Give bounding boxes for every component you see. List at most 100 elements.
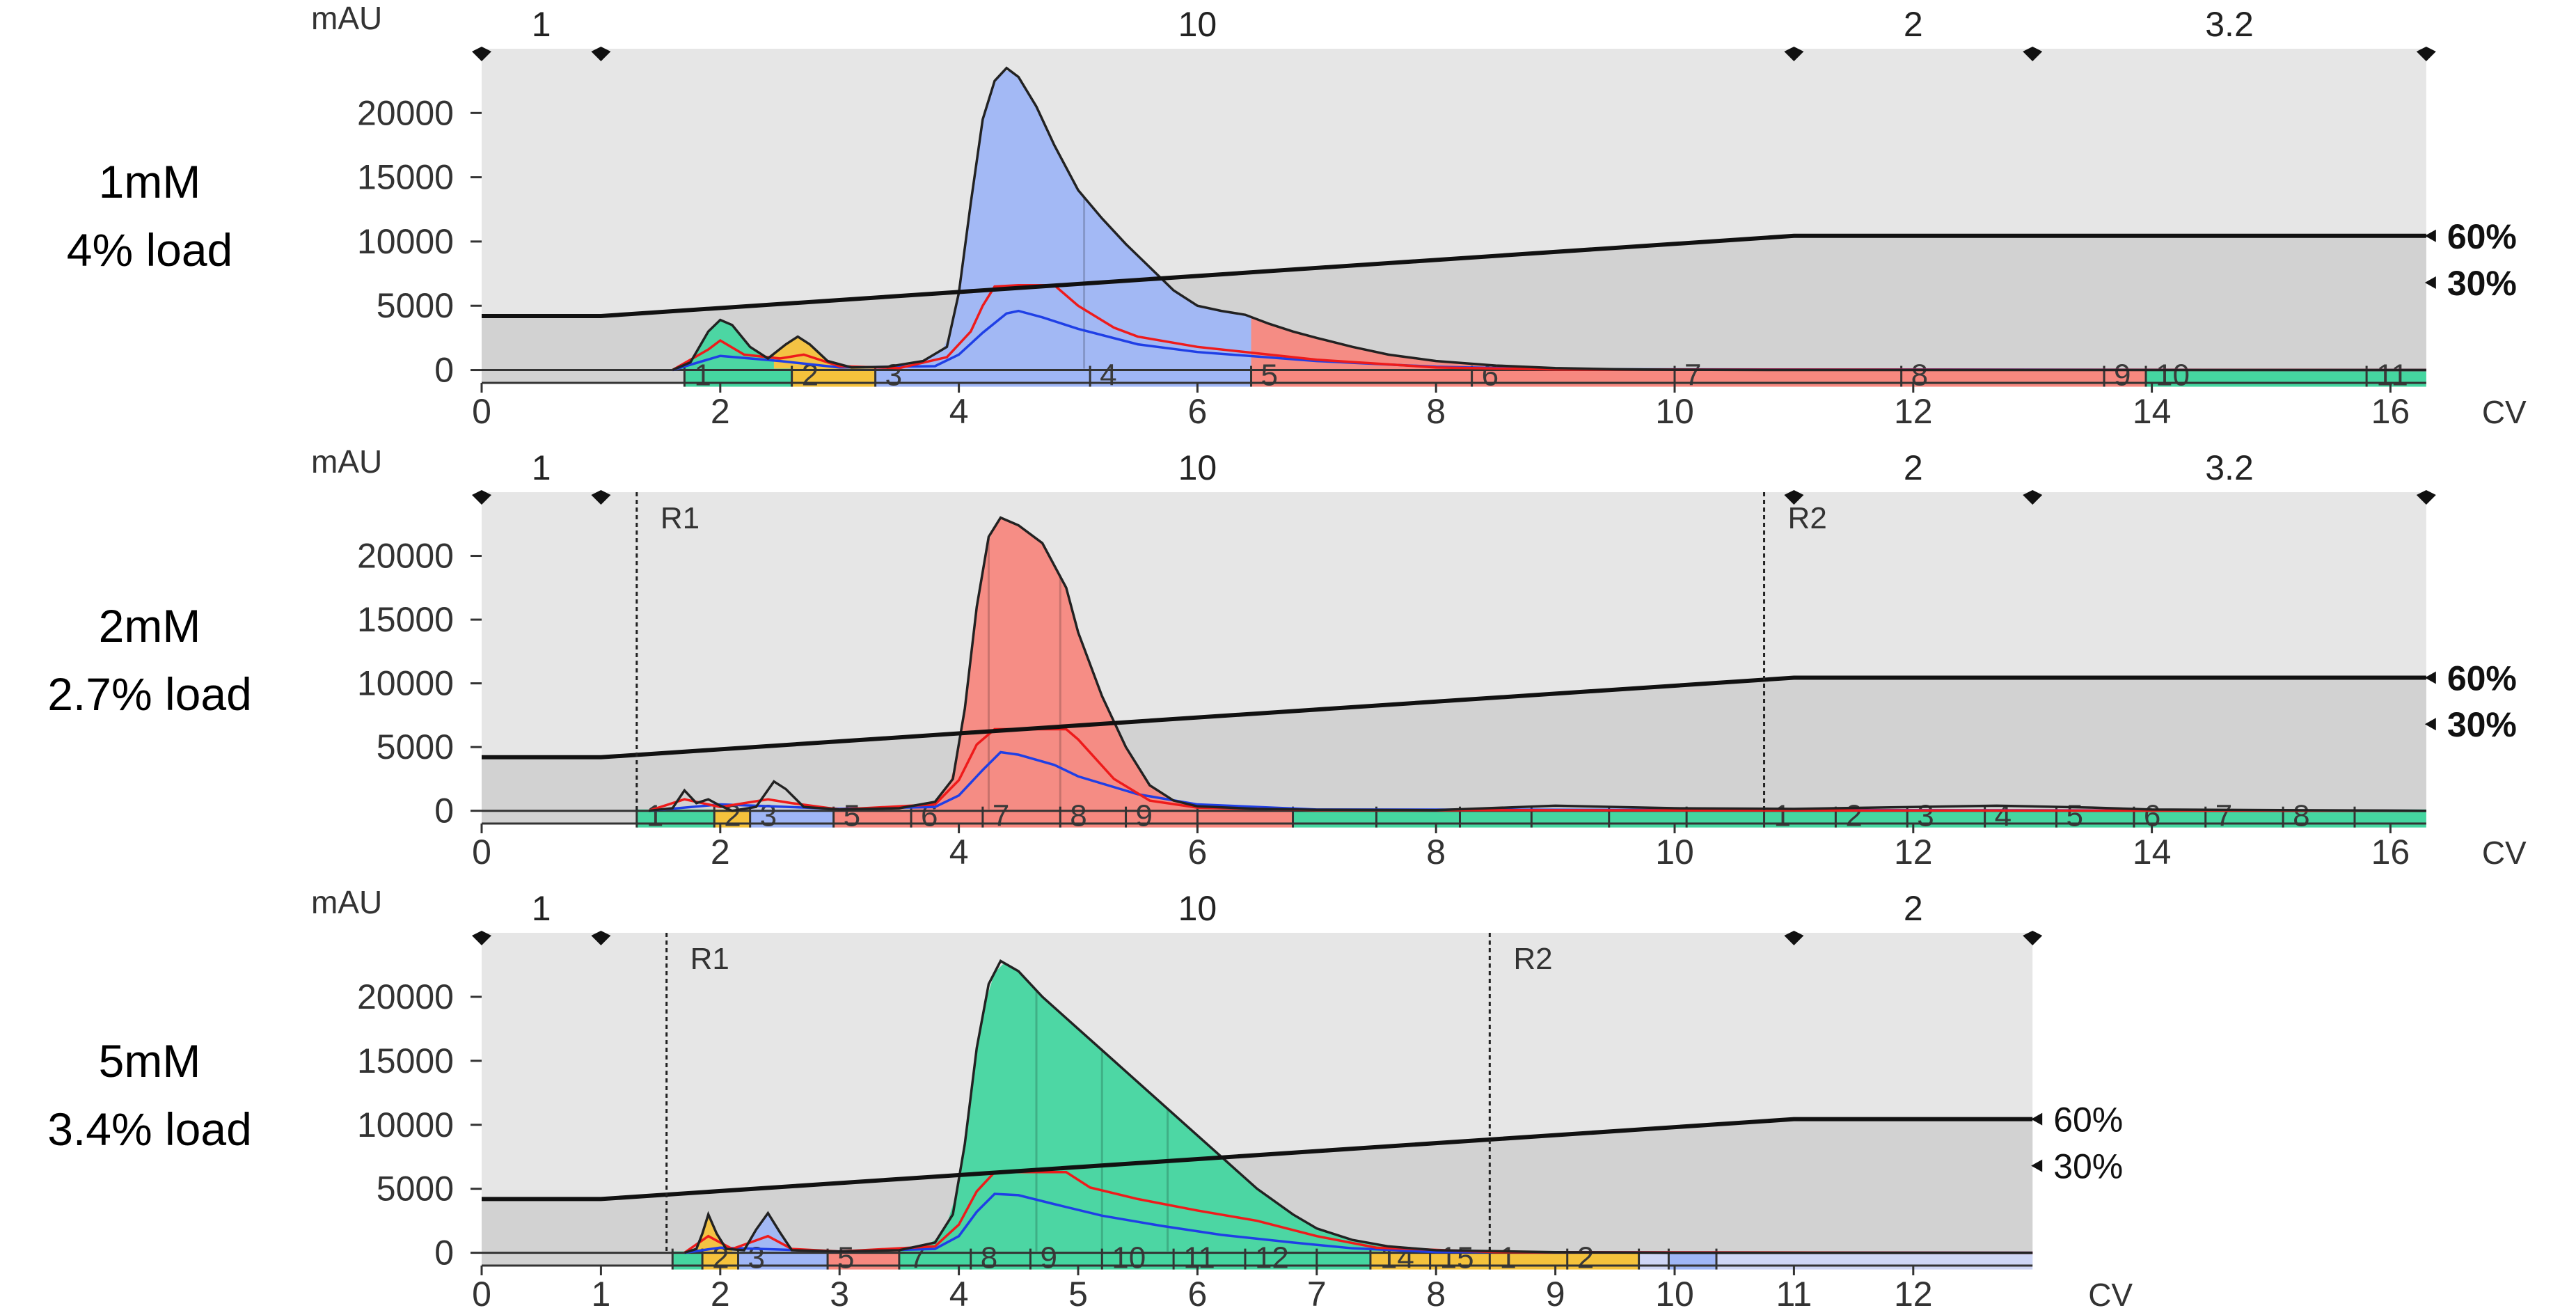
fraction-label: 10 — [2156, 359, 2190, 393]
x-tick-label: 16 — [2371, 833, 2410, 872]
gradient-line — [482, 1117, 2033, 1202]
fraction-label: 1 — [647, 799, 663, 833]
x-tick-label: 8 — [1426, 392, 1446, 431]
fraction-label: 6 — [1482, 359, 1499, 393]
top-marker-diamond — [1784, 931, 1804, 945]
panel-label-2: 2mM 2.7% load — [17, 592, 282, 728]
x-tick-label: 8 — [1426, 833, 1446, 872]
gradient-marker — [2424, 229, 2436, 242]
fraction-label: 9 — [1040, 1241, 1057, 1275]
x-tick-label: 4 — [949, 1275, 969, 1312]
step-label: 1 — [532, 448, 551, 487]
x-tick-label: 1 — [591, 1275, 610, 1312]
fraction-label: 15 — [1440, 1241, 1474, 1275]
fraction-bar — [970, 1251, 1031, 1270]
load-label: 2.7% load — [47, 668, 252, 720]
y-tick-label: 15000 — [357, 600, 454, 639]
gradient-marker — [2424, 671, 2436, 684]
gradient-line — [482, 675, 2426, 759]
x-tick-label: 12 — [1894, 1275, 1933, 1312]
x-axis-label: CV — [2088, 1277, 2133, 1312]
y-tick-label: 0 — [434, 351, 454, 390]
uv260-curve — [672, 283, 2426, 372]
load-label: 3.4% load — [47, 1103, 252, 1155]
x-axis-label: CV — [2482, 394, 2527, 430]
fraction-bar — [1901, 368, 2105, 387]
y-tick-label: 0 — [434, 792, 454, 830]
fraction-label: 2 — [1845, 799, 1862, 833]
step-label: 2 — [1904, 448, 1923, 487]
y-tick-label: 15000 — [357, 1041, 454, 1080]
top-marker-diamond — [1784, 490, 1804, 505]
y-tick-label: 10000 — [357, 1105, 454, 1144]
fraction-label: 5 — [1261, 359, 1278, 393]
gradient-line — [482, 233, 2426, 318]
x-tick-label: 16 — [2371, 392, 2410, 431]
step-label: 3.2 — [2205, 448, 2254, 487]
fraction-label: 3 — [748, 1241, 765, 1275]
x-tick-label: 4 — [949, 392, 969, 431]
y-tick-label: 20000 — [357, 93, 454, 132]
gradient-percent-label: 60% — [2053, 1101, 2123, 1140]
x-tick-label: 2 — [711, 833, 730, 872]
fraction-bar — [672, 1251, 703, 1270]
x-tick-label: 12 — [1894, 833, 1933, 872]
fraction-bar — [1460, 809, 1532, 828]
x-tick-label: 2 — [711, 392, 730, 431]
uv280-curve — [648, 516, 2426, 812]
top-marker-diamond — [2023, 490, 2043, 505]
y-tick-label: 0 — [434, 1234, 454, 1273]
gradient-percent-label: 60% — [2447, 659, 2517, 698]
x-tick-label: 8 — [1426, 1275, 1446, 1312]
x-tick-label: 0 — [472, 833, 491, 872]
x-tick-label: 4 — [949, 833, 969, 872]
fraction-label: 7 — [2215, 799, 2232, 833]
top-marker-diamond — [472, 47, 491, 61]
fraction-label: 1 — [1774, 799, 1791, 833]
fraction-label: 3 — [1917, 799, 1934, 833]
fraction-label: 10 — [1112, 1241, 1146, 1275]
fraction-bar — [875, 368, 1091, 387]
gradient-percent-label: 30% — [2447, 264, 2517, 303]
uv280-curve — [683, 959, 2033, 1254]
step-label: 10 — [1178, 448, 1217, 487]
gradient-marker — [2031, 1159, 2043, 1172]
y-tick-label: 5000 — [377, 286, 454, 325]
fraction-bar — [1471, 368, 1675, 387]
chart-panel-2: 1 2 3 5 6 7 8 9 1 2 3 4 5 6 7 8R1 R21 10 2 3.2mAU0500010000… — [311, 443, 2527, 872]
fraction-bar — [1716, 1251, 2033, 1270]
fraction-bar — [1668, 1251, 1716, 1270]
fraction-label: 4 — [1100, 359, 1116, 393]
y-axis-label: mAU — [311, 0, 382, 36]
top-marker-diamond — [2023, 931, 2043, 945]
step-label: 2 — [1904, 5, 1923, 44]
peak-fill-segment — [744, 1213, 798, 1253]
step-label: 3.2 — [2205, 5, 2254, 44]
fraction-label: 11 — [2376, 359, 2408, 393]
x-axis-label: CV — [2482, 835, 2527, 871]
fraction-label: 9 — [2114, 359, 2131, 393]
load-label: 4% load — [66, 224, 233, 276]
reference-label: R1 — [690, 942, 729, 976]
y-axis-label: mAU — [311, 443, 382, 480]
x-tick-label: 9 — [1546, 1275, 1565, 1312]
x-tick-label: 6 — [1187, 833, 1207, 872]
fraction-bar — [1675, 368, 1902, 387]
reference-label: R1 — [661, 501, 700, 535]
fraction-label: 11 — [1183, 1241, 1215, 1275]
gradient-marker — [2031, 1112, 2043, 1126]
top-marker-diamond — [472, 931, 491, 945]
concentration-label: 5mM — [98, 1035, 201, 1087]
panel-label-3: 5mM 3.4% load — [17, 1027, 282, 1163]
fraction-label: 9 — [1136, 799, 1153, 833]
chart-panel-1: 1 2 3 4 5 6 7 8 9 10 111 10 2 3.2mAU05000100001500020… — [311, 0, 2527, 431]
peak-fill-segment — [911, 518, 1293, 811]
fraction-label: 4 — [1995, 799, 2012, 833]
fraction-label: 12 — [1255, 1241, 1289, 1275]
fraction-bar — [1638, 1251, 1669, 1270]
y-tick-label: 20000 — [357, 537, 454, 576]
y-axis-label: mAU — [311, 884, 382, 920]
reference-label: R2 — [1788, 501, 1827, 535]
y-tick-label: 20000 — [357, 977, 454, 1016]
